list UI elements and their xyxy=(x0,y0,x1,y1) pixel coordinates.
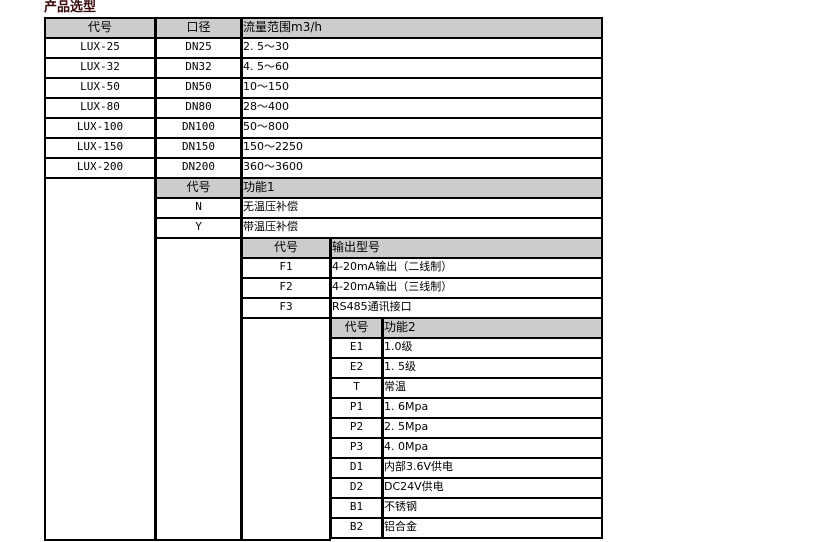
empty-cell xyxy=(155,237,242,541)
table-cell: Y xyxy=(155,217,242,239)
table-cell: 50～800 xyxy=(241,117,603,139)
table-cell: DN25 xyxy=(155,37,242,59)
table-cell: 带温压补偿 xyxy=(241,217,603,239)
table-cell: B1 xyxy=(330,497,383,519)
page-title: 产品选型 xyxy=(44,0,97,15)
table-cell: D1 xyxy=(330,457,383,479)
header-cell: 代号 xyxy=(241,237,331,259)
table-cell: E2 xyxy=(330,357,383,379)
table-cell: D2 xyxy=(330,477,383,499)
empty-cell xyxy=(241,317,331,541)
header-cell: 功能1 xyxy=(241,177,603,199)
table-cell: F1 xyxy=(241,257,331,279)
table-cell: 360～3600 xyxy=(241,157,603,179)
table-cell: F2 xyxy=(241,277,331,299)
header-cell: 流量范围m3/h xyxy=(241,17,603,39)
header-cell: 代号 xyxy=(44,17,156,39)
table-cell: LUX-32 xyxy=(44,57,156,79)
table-cell: 150～2250 xyxy=(241,137,603,159)
table-cell: B2 xyxy=(330,517,383,539)
table-cell: DN32 xyxy=(155,57,242,79)
header-cell: 口径 xyxy=(155,17,242,39)
table-cell: DC24V供电 xyxy=(382,477,603,499)
table-cell: LUX-80 xyxy=(44,97,156,119)
table-cell: 铝合金 xyxy=(382,517,603,539)
table-cell: LUX-25 xyxy=(44,37,156,59)
table-cell: P2 xyxy=(330,417,383,439)
table-cell: DN80 xyxy=(155,97,242,119)
table-cell: 无温压补偿 xyxy=(241,197,603,219)
table-cell: 4. 0Mpa xyxy=(382,437,603,459)
table-cell: DN150 xyxy=(155,137,242,159)
table-cell: LUX-100 xyxy=(44,117,156,139)
header-cell: 代号 xyxy=(155,177,242,199)
table-cell: F3 xyxy=(241,297,331,319)
table-cell: T xyxy=(330,377,383,399)
table-cell: DN50 xyxy=(155,77,242,99)
table-cell: 1. 5级 xyxy=(382,357,603,379)
header-cell: 功能2 xyxy=(382,317,603,339)
table-cell: 1. 6Mpa xyxy=(382,397,603,419)
table-cell: 4-20mA输出（二线制） xyxy=(330,257,603,279)
table-cell: 28～400 xyxy=(241,97,603,119)
table-cell: 2. 5～30 xyxy=(241,37,603,59)
table-cell: 4-20mA输出（三线制） xyxy=(330,277,603,299)
table-cell: P1 xyxy=(330,397,383,419)
header-cell: 输出型号 xyxy=(330,237,603,259)
table-cell: 不锈钢 xyxy=(382,497,603,519)
header-cell: 代号 xyxy=(330,317,383,339)
empty-cell xyxy=(44,177,156,541)
table-cell: 10～150 xyxy=(241,77,603,99)
table-cell: DN100 xyxy=(155,117,242,139)
table-cell: 4. 5～60 xyxy=(241,57,603,79)
table-cell: LUX-200 xyxy=(44,157,156,179)
table-cell: LUX-150 xyxy=(44,137,156,159)
table-cell: E1 xyxy=(330,337,383,359)
table-cell: P3 xyxy=(330,437,383,459)
table-cell: 内部3.6V供电 xyxy=(382,457,603,479)
table-cell: 1.0级 xyxy=(382,337,603,359)
table-cell: 2. 5Mpa xyxy=(382,417,603,439)
table-cell: DN200 xyxy=(155,157,242,179)
table-cell: 常温 xyxy=(382,377,603,399)
table-cell: N xyxy=(155,197,242,219)
table-cell: LUX-50 xyxy=(44,77,156,99)
table-cell: RS485通讯接口 xyxy=(330,297,603,319)
